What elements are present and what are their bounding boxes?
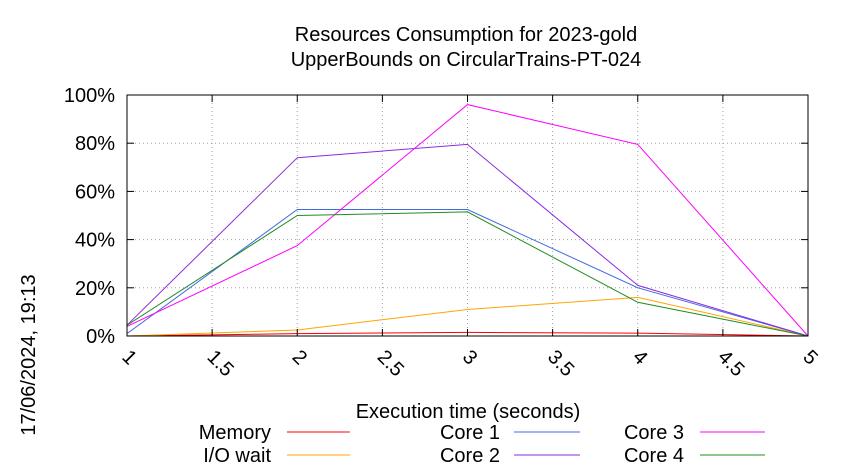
chart-title-line-1: Resources Consumption for 2023-gold xyxy=(295,24,637,46)
legend-label-core-1: Core 1 xyxy=(440,422,500,444)
legend-label-core-4: Core 4 xyxy=(624,445,684,467)
y-tick-label: 100% xyxy=(64,85,115,107)
grid-lines xyxy=(126,94,809,337)
axis-ticks: 0% 20% 40% 60% 80% 100% 1 1.5 2 2.5 3 3.5 4 4.5 5 xyxy=(64,85,822,381)
y-tick-label: 20% xyxy=(75,278,115,300)
legend-label-i-o-wait: I/O wait xyxy=(203,445,271,467)
x-axis-label: Execution time (seconds) xyxy=(356,401,581,423)
x-tick-label: 1 xyxy=(117,346,140,369)
timestamp: 17/06/2024, 19:13 xyxy=(18,274,40,435)
series-line-i-o-wait xyxy=(126,296,809,337)
legend-label-core-2: Core 2 xyxy=(440,445,500,467)
x-tick-label: 1.5 xyxy=(203,346,238,381)
series-line-core-3 xyxy=(126,104,809,337)
y-tick-label: 0% xyxy=(86,326,115,348)
y-tick-label: 60% xyxy=(75,181,115,203)
series-line-core-1 xyxy=(126,209,809,337)
x-tick-label: 4 xyxy=(628,346,651,369)
chart-title-line-2: UpperBounds on CircularTrains-PT-024 xyxy=(291,49,642,71)
y-tick-label: 40% xyxy=(75,230,115,252)
x-tick-label: 5 xyxy=(798,346,821,369)
y-tick-label: 80% xyxy=(75,133,115,155)
series-lines xyxy=(126,104,809,337)
x-tick-label: 2 xyxy=(288,346,311,369)
x-tick-label: 3 xyxy=(458,346,481,369)
series-line-core-2 xyxy=(126,143,809,337)
legend-label-core-3: Core 3 xyxy=(624,422,684,444)
x-tick-label: 3.5 xyxy=(543,346,578,381)
legend-label-memory: Memory xyxy=(199,422,271,444)
series-line-core-4 xyxy=(126,211,809,337)
x-tick-label: 4.5 xyxy=(713,346,748,381)
x-tick-label: 2.5 xyxy=(373,346,408,381)
